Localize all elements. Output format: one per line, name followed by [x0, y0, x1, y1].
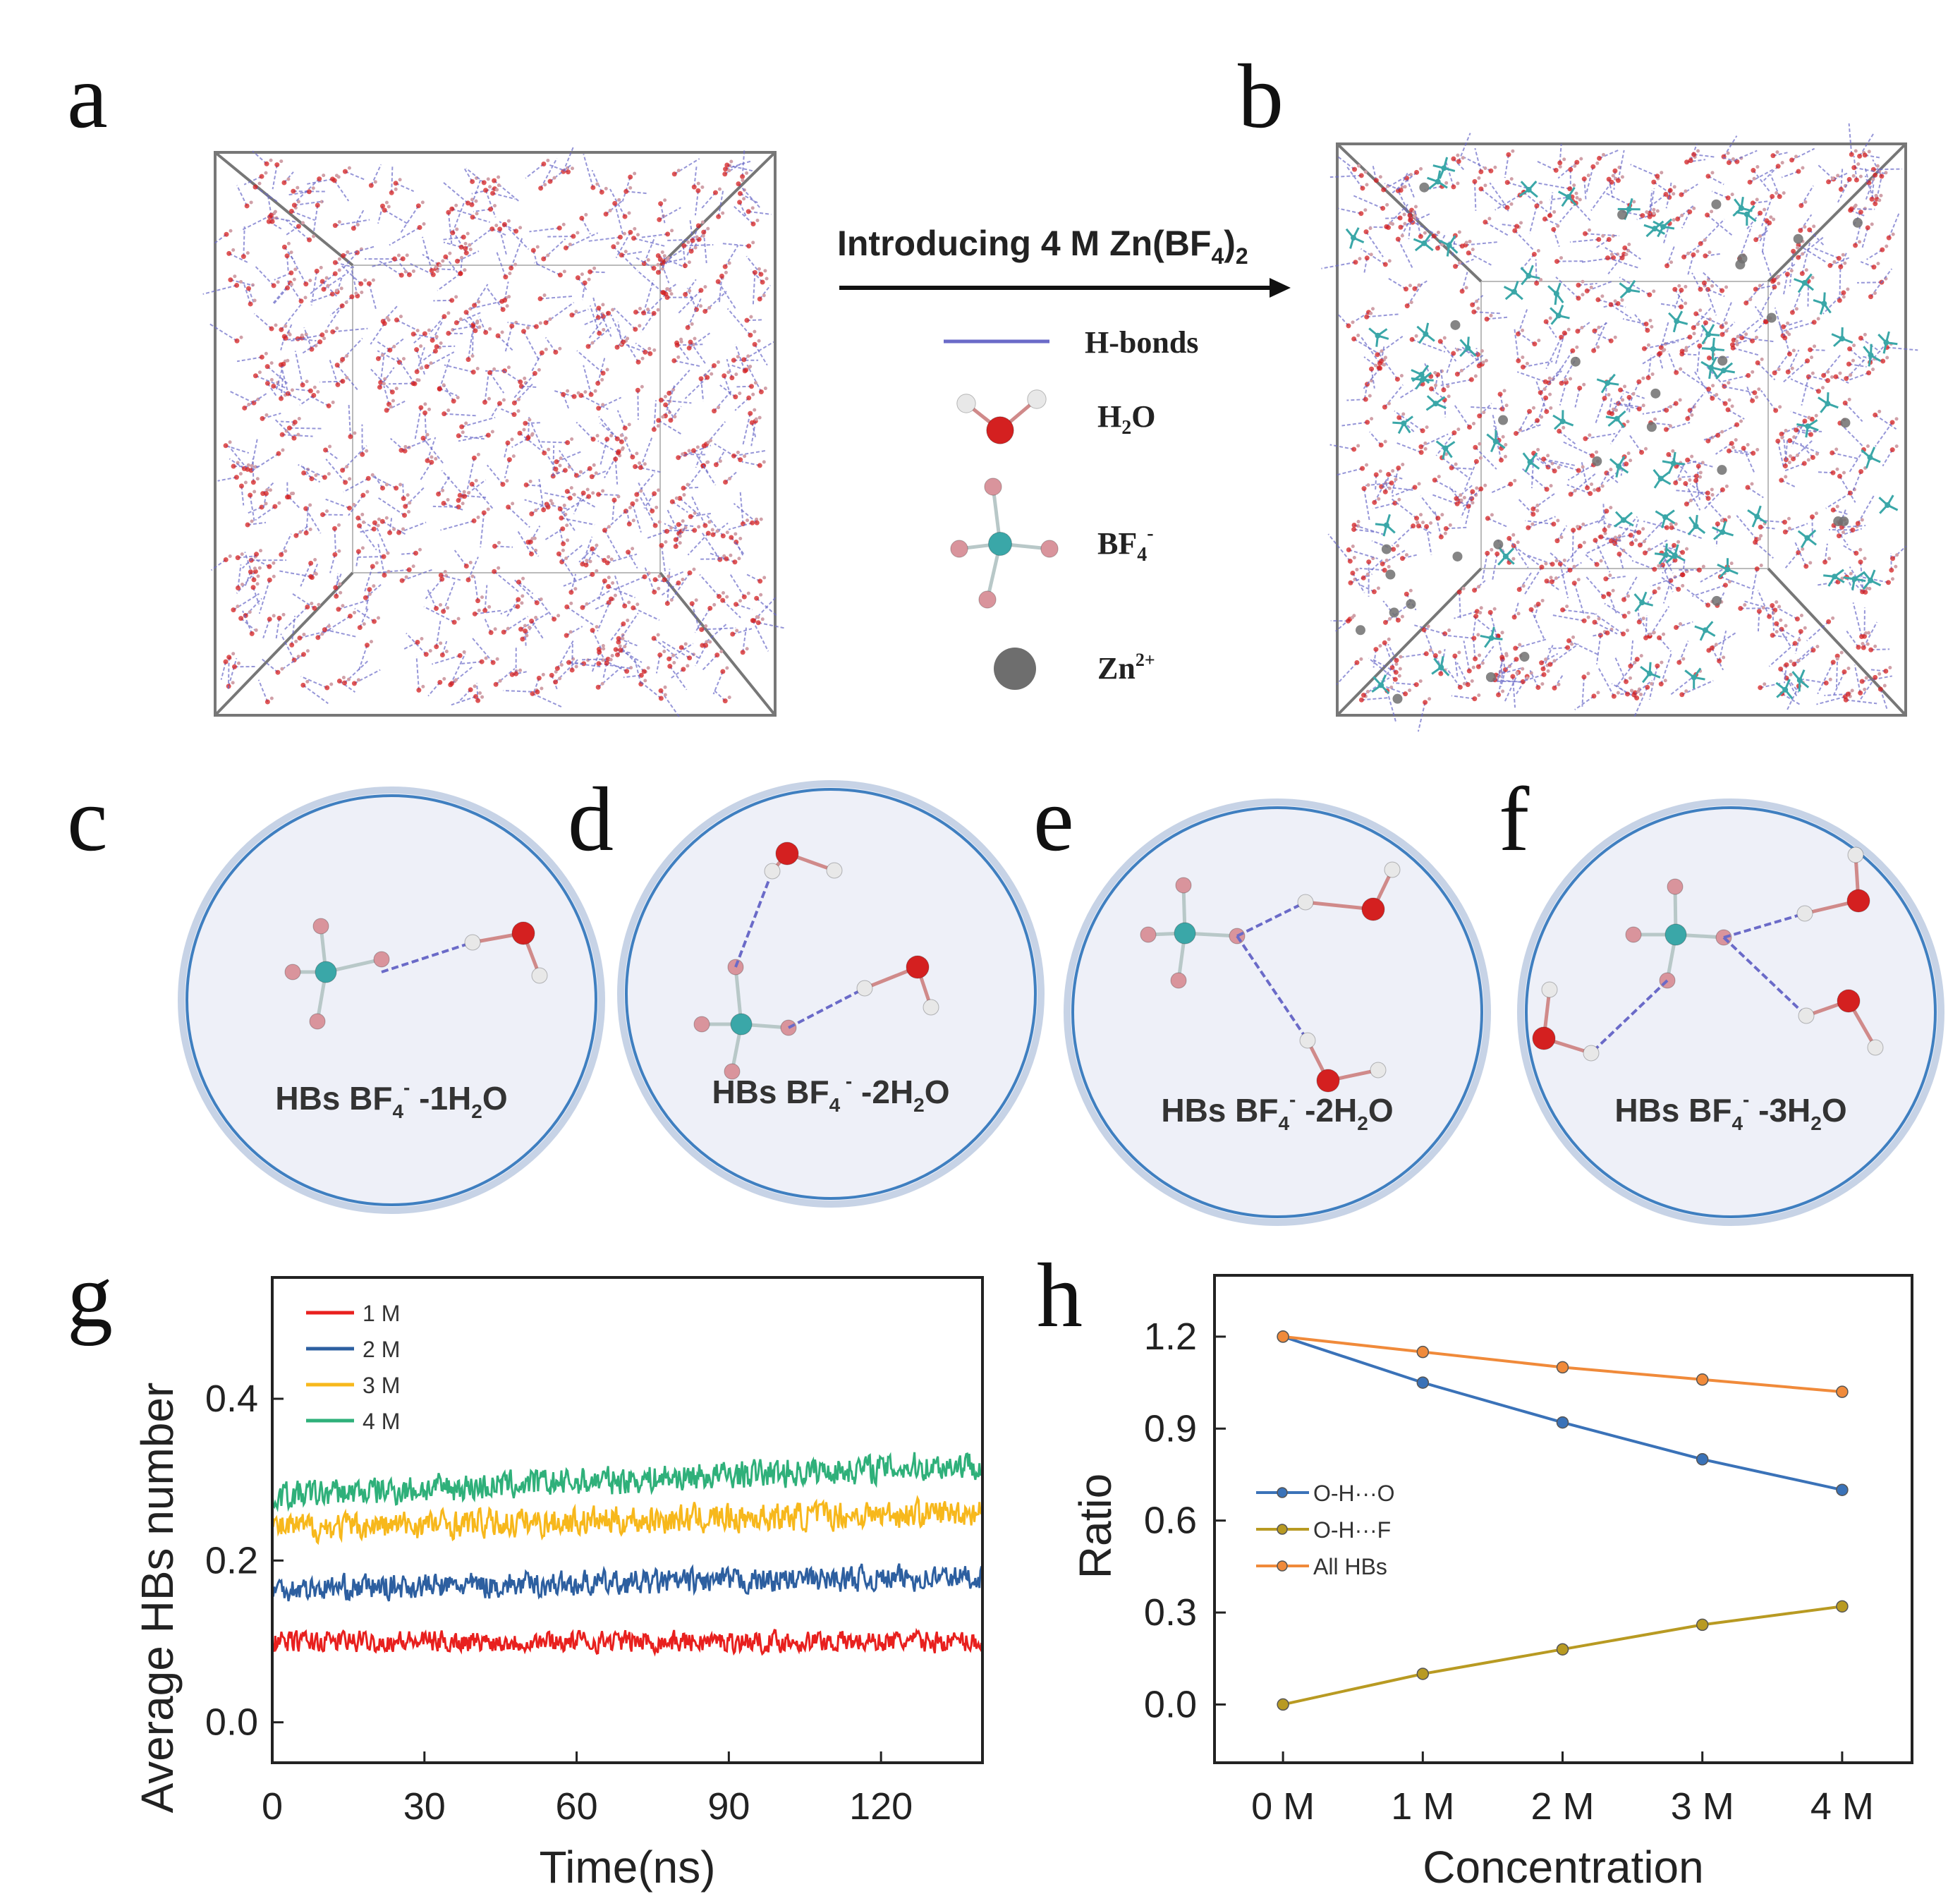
x-tick-label: 3 M [1671, 1785, 1734, 1828]
data-point [1277, 1698, 1289, 1711]
x-tick-label: 0 M [1251, 1785, 1315, 1828]
panel-label-f: f [1499, 769, 1530, 870]
y-axis-title: Average HBs number [132, 1383, 183, 1814]
data-point [1696, 1453, 1709, 1466]
chart-legend: 1 M 2 M 3 M 4 M [306, 1301, 400, 1434]
chart-g-hbs-vs-time: 0 30 60 90 120 0.0 0.2 0.4 Time(ns) Average HBs n… [132, 1276, 984, 1893]
hb-config-circle-d: HBs BF4 - -2H2O [617, 780, 1045, 1208]
data-point [1556, 1361, 1569, 1374]
x-tick-label: 0 [262, 1785, 283, 1828]
panel-label-c: c [67, 769, 108, 870]
x-tick-label: 2 M [1530, 1785, 1594, 1828]
arrow-label: Introducing 4 M Zn(BF4)2 [837, 224, 1248, 269]
data-point [1556, 1416, 1569, 1429]
chart-h-ratio-vs-concentration: 0 M 1 M 2 M 3 M 4 M 0.0 0.3 0.6 0.9 1.2 Concentrat… [1070, 1274, 1913, 1893]
hb-config-label: HBs BF4- -3H2O [1614, 1088, 1846, 1134]
hb-config-label: HBs BF4- -2H2O [1161, 1088, 1393, 1134]
transition-arrow: Introducing 4 M Zn(BF4)2 [837, 224, 1291, 298]
x-tick-label: 1 M [1391, 1785, 1454, 1828]
legend-label: 2 M [363, 1337, 400, 1362]
legend-label: O-H···O [1313, 1481, 1395, 1506]
simulation-box-zn-bf4 [1321, 123, 1918, 732]
legend-zn: Zn2+ [1097, 650, 1155, 686]
x-tick-label: 30 [403, 1785, 446, 1828]
data-point [1277, 1330, 1289, 1343]
water-molecule-icon [956, 389, 1047, 444]
hb-molecule-diagram [284, 918, 548, 1030]
x-tick-label: 4 M [1810, 1785, 1874, 1828]
simulation-box-water [202, 146, 785, 719]
legend-label: All HBs [1313, 1554, 1387, 1579]
legend-label: O-H···F [1313, 1517, 1391, 1543]
hb-config-label: HBs BF4 - -2H2O [712, 1070, 949, 1116]
y-axis-title: Ratio [1070, 1474, 1121, 1579]
data-point [1696, 1618, 1709, 1632]
y-tick-label: 0.6 [1144, 1500, 1197, 1542]
data-point [1416, 1376, 1430, 1389]
bf4-molecule-icon [950, 478, 1059, 609]
hb-molecule-diagram [693, 842, 939, 1080]
panel-label-g: g [67, 1245, 113, 1347]
data-point [1556, 1643, 1569, 1656]
molecule-legend: H-bonds H2O BF4- Zn2+ [944, 325, 1198, 690]
y-tick-label: 0.0 [1144, 1683, 1197, 1725]
data-point [1416, 1345, 1430, 1359]
x-tick-label: 90 [707, 1785, 750, 1828]
data-point [1836, 1483, 1849, 1496]
legend-bf4: BF4- [1097, 523, 1154, 566]
y-tick-label: 0.9 [1144, 1407, 1197, 1450]
hb-config-circle-f: HBs BF4- -3H2O [1517, 798, 1944, 1226]
series-line-3m [271, 1495, 982, 1545]
series-line [1282, 1335, 1843, 1492]
y-tick-label: 0.0 [205, 1701, 258, 1744]
data-point [1836, 1385, 1849, 1398]
chart-legend: O-H···O O-H···F All HBs [1256, 1481, 1395, 1579]
legend-hbonds: H-bonds [1085, 325, 1198, 360]
hb-config-circle-c: HBs BF4- -1H2O [178, 786, 605, 1214]
hb-molecule-diagram [1532, 846, 1884, 1062]
plot-frame [271, 1276, 984, 1764]
panel-label-b: b [1238, 46, 1284, 147]
panel-label-d: d [568, 769, 614, 870]
legend-h2o: H2O [1097, 399, 1155, 439]
x-tick-label: 120 [849, 1785, 913, 1828]
series-line-4m [271, 1452, 983, 1512]
panel-label-e: e [1033, 769, 1074, 870]
hb-molecule-diagram [1140, 861, 1401, 1093]
hb-config-label: HBs BF4- -1H2O [275, 1076, 507, 1122]
x-axis-title: Concentration [1423, 1842, 1703, 1893]
series-line-2m [271, 1563, 983, 1602]
legend-label: 1 M [363, 1301, 400, 1326]
data-point [1836, 1600, 1849, 1613]
x-tick-label: 60 [556, 1785, 598, 1828]
legend-label: 3 M [363, 1373, 400, 1398]
panel-label-a: a [67, 46, 108, 147]
data-point [1696, 1373, 1709, 1386]
legend-label: 4 M [363, 1409, 400, 1434]
data-point [1416, 1668, 1430, 1680]
zn-ion-icon [994, 648, 1036, 690]
y-tick-label: 0.3 [1144, 1591, 1197, 1634]
y-tick-label: 0.4 [205, 1378, 258, 1420]
y-tick-label: 0.2 [205, 1539, 258, 1581]
series-line-1m [271, 1627, 983, 1657]
x-axis-title: Time(ns) [539, 1842, 715, 1893]
y-tick-label: 1.2 [1144, 1316, 1197, 1358]
panel-label-h: h [1037, 1245, 1083, 1347]
hb-config-circle-e: HBs BF4- -2H2O [1064, 798, 1491, 1226]
